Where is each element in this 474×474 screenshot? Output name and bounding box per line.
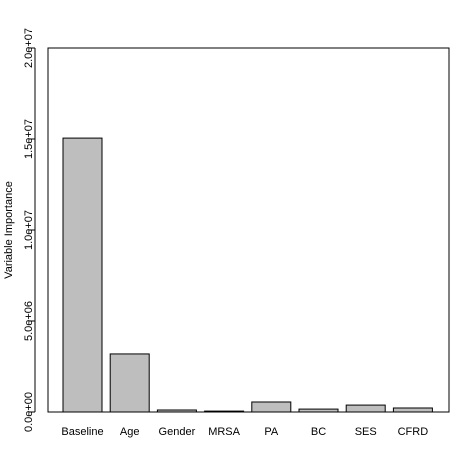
bar xyxy=(298,408,339,413)
x-tick-label: Age xyxy=(120,426,140,438)
x-tick-label: CFRD xyxy=(398,426,429,438)
bar xyxy=(251,401,292,413)
x-tick-label: Gender xyxy=(159,426,196,438)
x-tick-label: PA xyxy=(264,426,279,438)
bar xyxy=(109,353,150,413)
bar xyxy=(62,137,103,413)
y-tick-label: 1.0e+07 xyxy=(23,210,35,250)
y-tick-label: 2.0e+07 xyxy=(23,28,35,68)
x-tick-label: SES xyxy=(355,426,377,438)
y-tick-label: 1.5e+07 xyxy=(23,119,35,159)
x-tick-label: Baseline xyxy=(61,426,103,438)
bar xyxy=(204,410,245,413)
y-axis-label: Variable Importance xyxy=(3,181,15,279)
y-tick-label: 0.0e+00 xyxy=(23,392,35,432)
bar xyxy=(345,404,386,413)
x-tick-label: BC xyxy=(311,426,326,438)
bar xyxy=(156,409,197,413)
bar xyxy=(392,407,433,413)
x-tick-label: MRSA xyxy=(208,426,240,438)
plot-box xyxy=(47,47,450,413)
y-tick-label: 5.0e+06 xyxy=(23,301,35,341)
